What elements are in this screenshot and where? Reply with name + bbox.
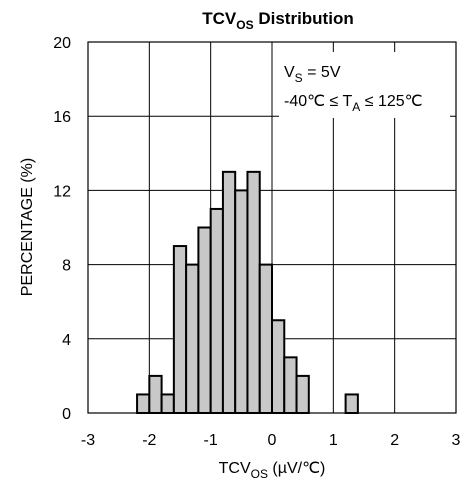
histogram-bar: [136, 393, 151, 415]
histogram-bar: [197, 226, 212, 414]
x-tick-labels: -3 -2 -1 0 1 2 3: [81, 432, 461, 449]
chart-title: TCVOS Distribution: [202, 9, 353, 32]
chart-title-subscript: OS: [236, 18, 253, 32]
histogram-bar: [160, 393, 175, 415]
histogram-bar: [234, 189, 249, 414]
x-tick-label: 3: [452, 432, 461, 449]
y-tick-label: 12: [53, 183, 71, 200]
histogram-bar: [185, 263, 200, 414]
x-axis-label-subscript: OS: [251, 467, 268, 481]
y-tick-label: 4: [62, 332, 71, 349]
x-tick-label: 0: [268, 432, 277, 449]
y-tick-label: 16: [53, 109, 71, 126]
histogram-bar: [246, 170, 261, 414]
plot-frame: [87, 41, 457, 414]
histogram-bar: [271, 319, 286, 414]
x-tick-label: -3: [81, 432, 95, 449]
histogram-bar: [221, 170, 237, 414]
y-tick-label: 20: [53, 35, 71, 52]
annotation-temperature-range: -40℃ ≤ TA ≤ 125℃: [284, 93, 423, 114]
x-axis-label: TCVOS (µV/℃): [219, 460, 326, 481]
histogram-bars: [136, 170, 359, 415]
y-axis-label: PERCENTAGE (%): [19, 158, 36, 296]
histogram-bar: [172, 245, 188, 414]
histogram-bar: [344, 393, 359, 415]
histogram-bar: [209, 207, 224, 414]
x-tick-label: -2: [142, 432, 156, 449]
histogram-bar: [258, 263, 274, 414]
annotation-box: VS = 5V -40℃ ≤ TA ≤ 125℃: [279, 52, 450, 118]
annotation-supply-voltage: VS = 5V: [284, 64, 341, 85]
x-tick-label: 1: [329, 432, 338, 449]
histogram-bar: [148, 374, 163, 414]
x-tick-label: -1: [204, 432, 218, 449]
histogram-bar: [295, 374, 310, 414]
histogram-bar: [283, 356, 298, 415]
x-tick-label: 2: [390, 432, 399, 449]
y-tick-labels: 0 4 8 12 16 20: [53, 35, 71, 423]
y-tick-label: 8: [62, 258, 71, 275]
y-tick-label: 0: [62, 406, 71, 423]
